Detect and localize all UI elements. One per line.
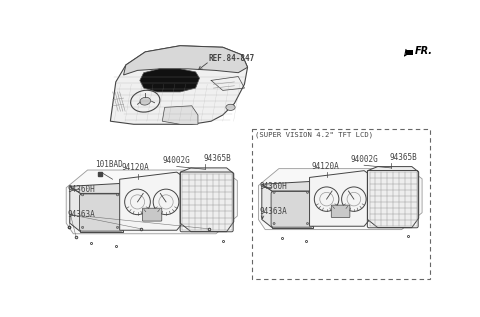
Polygon shape bbox=[368, 167, 419, 228]
Ellipse shape bbox=[82, 194, 84, 196]
Text: 94002G: 94002G bbox=[350, 155, 378, 164]
Text: REF.84-847: REF.84-847 bbox=[209, 54, 255, 62]
Text: 101BAD: 101BAD bbox=[95, 159, 122, 169]
Polygon shape bbox=[123, 46, 248, 75]
Text: 94363A: 94363A bbox=[260, 207, 288, 216]
Text: 94365B: 94365B bbox=[389, 153, 417, 162]
Polygon shape bbox=[140, 69, 200, 92]
Text: 94363A: 94363A bbox=[68, 210, 96, 219]
Text: 94120A: 94120A bbox=[312, 162, 339, 171]
Polygon shape bbox=[81, 193, 123, 232]
Polygon shape bbox=[70, 184, 123, 193]
Ellipse shape bbox=[117, 194, 119, 196]
Polygon shape bbox=[66, 170, 237, 234]
Polygon shape bbox=[70, 186, 81, 232]
Ellipse shape bbox=[117, 226, 119, 229]
Text: (SUPER VISION 4.2" TFT LCD): (SUPER VISION 4.2" TFT LCD) bbox=[255, 131, 373, 138]
Text: 94002G: 94002G bbox=[163, 156, 191, 165]
FancyBboxPatch shape bbox=[271, 191, 313, 227]
Polygon shape bbox=[407, 50, 413, 55]
FancyBboxPatch shape bbox=[80, 194, 123, 231]
Ellipse shape bbox=[273, 223, 275, 224]
Polygon shape bbox=[262, 182, 313, 191]
Polygon shape bbox=[272, 191, 313, 228]
Polygon shape bbox=[310, 171, 371, 226]
Ellipse shape bbox=[140, 97, 151, 105]
Polygon shape bbox=[120, 172, 184, 230]
Ellipse shape bbox=[226, 104, 235, 110]
FancyBboxPatch shape bbox=[143, 208, 162, 221]
Text: 94365B: 94365B bbox=[203, 154, 231, 163]
Polygon shape bbox=[162, 106, 198, 124]
Polygon shape bbox=[258, 169, 422, 230]
Polygon shape bbox=[110, 46, 248, 124]
Bar bbox=[252, 129, 431, 279]
Text: 94360H: 94360H bbox=[68, 184, 96, 194]
Text: 94360H: 94360H bbox=[260, 182, 288, 191]
Ellipse shape bbox=[82, 226, 84, 229]
FancyBboxPatch shape bbox=[331, 205, 350, 217]
Ellipse shape bbox=[273, 191, 275, 193]
Text: 94120A: 94120A bbox=[122, 163, 150, 172]
Polygon shape bbox=[262, 184, 272, 228]
Text: FR.: FR. bbox=[415, 46, 433, 56]
Ellipse shape bbox=[307, 191, 309, 193]
Ellipse shape bbox=[307, 223, 309, 224]
Polygon shape bbox=[180, 168, 234, 232]
